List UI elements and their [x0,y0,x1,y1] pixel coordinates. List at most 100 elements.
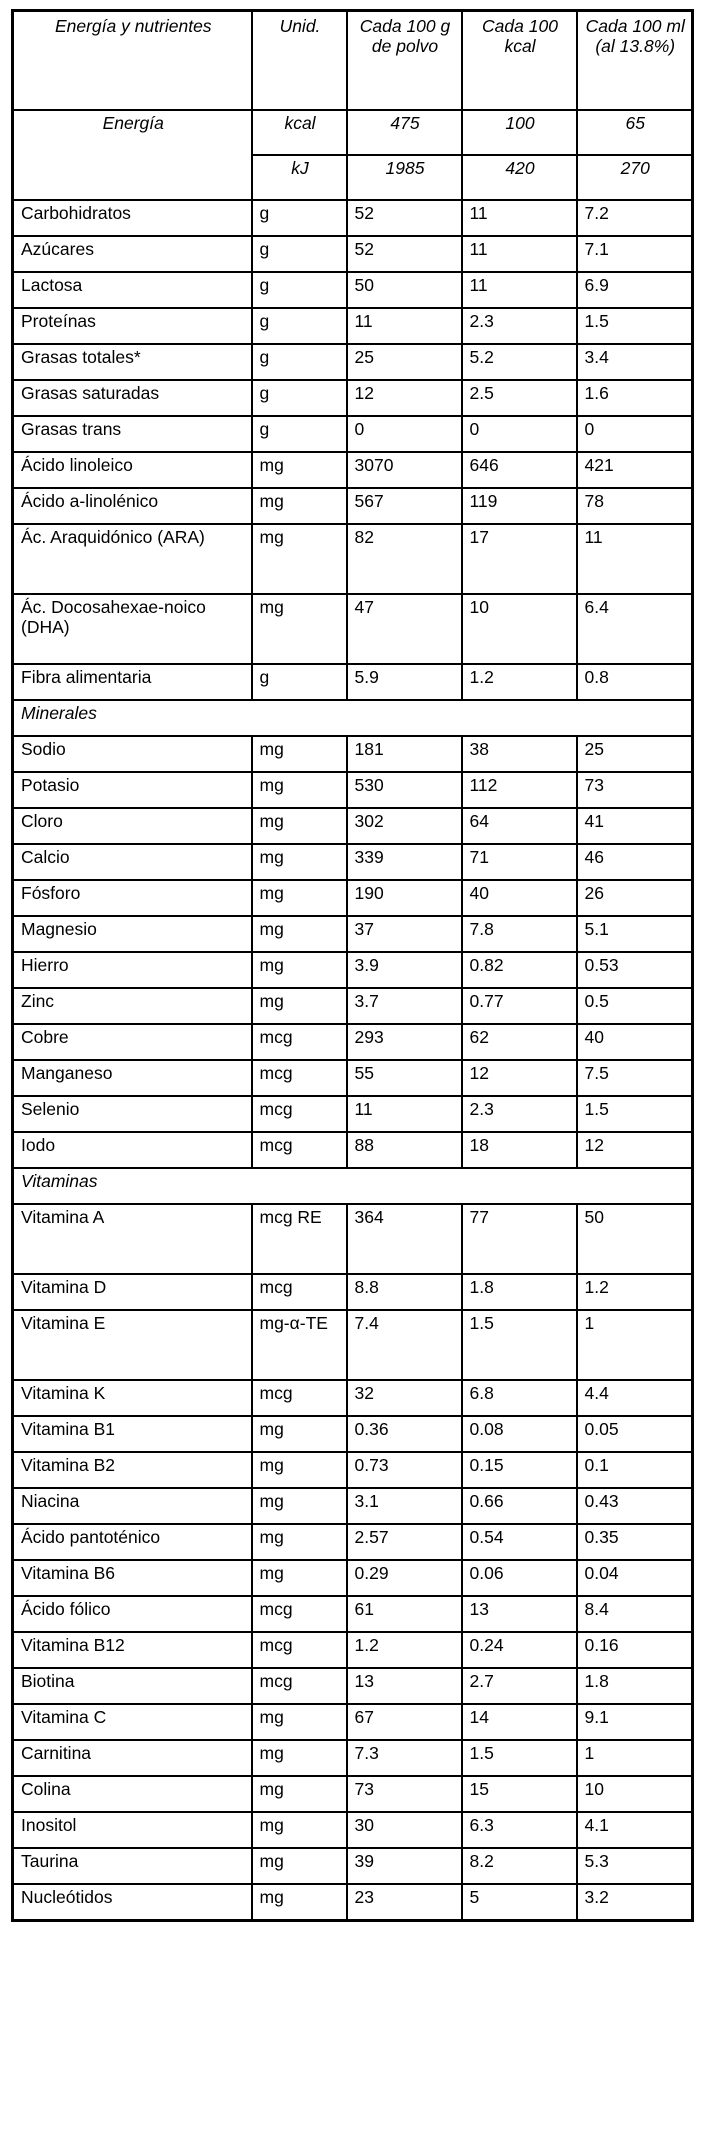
nutrient-name: Colina [11,1775,253,1813]
value-per-100ml: 25 [575,735,694,773]
table-row: Taurina mg 39 8.2 5.3 [11,1847,694,1885]
value-per-100kcal: 17 [460,523,578,595]
nutrient-unit: mg-α-TE [250,1309,348,1381]
nutrient-name: Ác. Docosahexae-noico (DHA) [11,593,253,665]
nutrient-unit: mcg [250,1131,348,1169]
table-row: Lactosa g 50 11 6.9 [11,271,694,309]
nutrient-unit: g [250,343,348,381]
table-row: Iodo mcg 88 18 12 [11,1131,694,1169]
column-header-unit: Unid. [250,9,348,111]
nutrient-unit: g [250,235,348,273]
value-per-100g: 339 [345,843,463,881]
value-per-100g: 7.4 [345,1309,463,1381]
section-heading-row: Vitaminas [11,1167,693,1205]
value-per-100g: 0.36 [345,1415,463,1453]
value-per-100g: 293 [345,1023,463,1061]
nutrient-unit: mg [250,1847,348,1885]
value-per-100kcal: 11 [460,235,578,273]
nutrient-unit: g [250,415,348,453]
nutrient-unit: mg [250,915,348,953]
nutrient-name: Potasio [11,771,253,809]
table-row: Ácido fólico mcg 61 13 8.4 [11,1595,694,1633]
value-per-100ml: 10 [575,1775,694,1813]
nutrient-unit: mg [250,843,348,881]
value-per-100kcal: 38 [460,735,578,773]
energy-label: Energía [11,109,253,201]
table-row: Carnitina mg 7.3 1.5 1 [11,1739,694,1777]
nutrient-name: Fósforo [11,879,253,917]
value-per-100g: 82 [345,523,463,595]
nutrient-unit: mg [250,1559,348,1597]
nutrient-unit: mg [250,771,348,809]
table-row: Calcio mg 339 71 46 [11,843,694,881]
energy-cell-per100kcal: 100 [460,109,578,156]
table-row: Ácido pantoténico mg 2.57 0.54 0.35 [11,1523,694,1561]
energy-cell-per100g: 475 [345,109,463,156]
nutrient-name: Calcio [11,843,253,881]
table-row: Grasas saturadas g 12 2.5 1.6 [11,379,694,417]
value-per-100ml: 11 [575,523,694,595]
nutrient-unit: mg [250,1703,348,1741]
value-per-100kcal: 119 [460,487,578,525]
value-per-100g: 364 [345,1203,463,1275]
table-row: Magnesio mg 37 7.8 5.1 [11,915,694,953]
value-per-100kcal: 12 [460,1059,578,1097]
nutrient-unit: mg [250,1811,348,1849]
nutrient-unit: mg [250,451,348,489]
value-per-100kcal: 2.3 [460,307,578,345]
nutrient-unit: mg [250,987,348,1025]
value-per-100ml: 5.1 [575,915,694,953]
value-per-100g: 567 [345,487,463,525]
nutrient-unit: mg [250,735,348,773]
nutrient-unit: mcg [250,1379,348,1417]
value-per-100ml: 6.4 [575,593,694,665]
energy-row: Energía kcal 475 100 65 [11,109,694,201]
value-per-100g: 190 [345,879,463,917]
nutrient-name: Iodo [11,1131,253,1169]
value-per-100kcal: 646 [460,451,578,489]
nutrient-name: Hierro [11,951,253,989]
table-row: Ác. Araquidónico (ARA) mg 82 17 11 [11,523,694,595]
table-row: Cloro mg 302 64 41 [11,807,694,845]
energy-cell-per100ml: 65 [575,109,694,156]
value-per-100g: 0.29 [345,1559,463,1597]
nutrient-unit: mg [250,1775,348,1813]
value-per-100g: 0 [345,415,463,453]
nutrient-name: Ácido pantoténico [11,1523,253,1561]
nutrient-name: Zinc [11,987,253,1025]
value-per-100kcal: 7.8 [460,915,578,953]
value-per-100g: 302 [345,807,463,845]
value-per-100g: 50 [345,271,463,309]
table-row: Fósforo mg 190 40 26 [11,879,694,917]
value-per-100g: 25 [345,343,463,381]
value-per-100g: 52 [345,199,463,237]
column-header-per100ml: Cada 100 ml (al 13.8%) [575,9,694,111]
nutrient-unit: mcg [250,1059,348,1097]
value-per-100ml: 26 [575,879,694,917]
nutrient-unit: mcg [250,1095,348,1133]
nutrient-name: Proteínas [11,307,253,345]
value-per-100g: 3.7 [345,987,463,1025]
value-per-100g: 61 [345,1595,463,1633]
energy-row: kJ 1985 420 270 [13,154,694,201]
value-per-100ml: 50 [575,1203,694,1275]
nutrient-name: Azúcares [11,235,253,273]
value-per-100ml: 421 [575,451,694,489]
value-per-100ml: 73 [575,771,694,809]
value-per-100ml: 1.6 [575,379,694,417]
value-per-100kcal: 77 [460,1203,578,1275]
value-per-100kcal: 5 [460,1883,578,1922]
table-row: Ácido a-linolénico mg 567 119 78 [11,487,694,525]
value-per-100kcal: 2.3 [460,1095,578,1133]
value-per-100ml: 46 [575,843,694,881]
nutrient-unit: mcg [250,1631,348,1669]
nutrient-unit: mcg RE [250,1203,348,1275]
value-per-100kcal: 6.3 [460,1811,578,1849]
nutrient-name: Ácido a-linolénico [11,487,253,525]
energy-cell-per100ml: 270 [575,154,694,201]
value-per-100g: 55 [345,1059,463,1097]
section-heading: Minerales [11,699,693,737]
value-per-100g: 11 [345,1095,463,1133]
table-row: Grasas totales* g 25 5.2 3.4 [11,343,694,381]
